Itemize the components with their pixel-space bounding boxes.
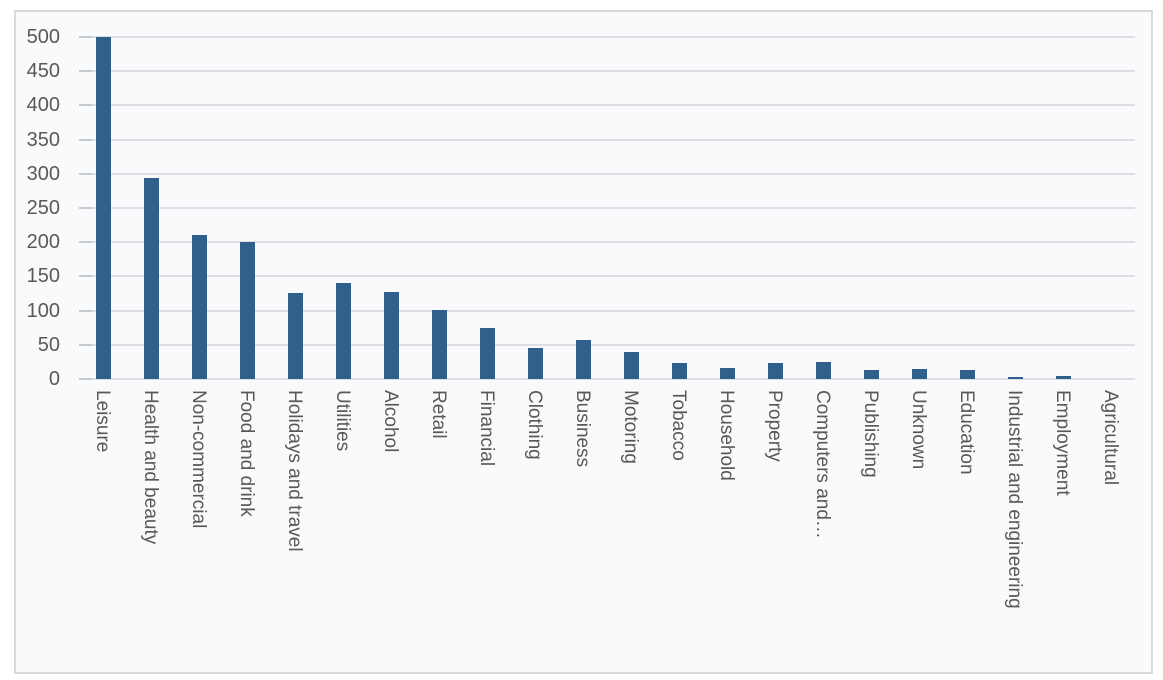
- bar-financial: [479, 328, 495, 379]
- x-axis-category-label: Clothing: [524, 390, 545, 460]
- gridline-250: [79, 207, 1135, 209]
- y-axis-tick: [79, 378, 92, 380]
- y-axis-tick-label: 400: [26, 94, 60, 117]
- gridline-100: [79, 309, 1135, 312]
- x-axis-category-label: Publishing: [860, 390, 881, 478]
- bar-clothing: [527, 348, 543, 379]
- x-axis-category-label: Utilities: [332, 390, 353, 452]
- x-axis-category-label: Motoring: [620, 390, 641, 464]
- bar-food-and-drink: [239, 242, 255, 379]
- chart-frame: 0 50 100 150 200 250 300 350 400 450 500 Leisure Hea…: [14, 10, 1153, 674]
- y-axis-tick-label: 450: [26, 60, 60, 83]
- y-axis-tick: [79, 104, 92, 107]
- x-axis-category-label: Industrial and engineering: [1004, 390, 1025, 609]
- bar-alcohol: [383, 292, 399, 379]
- x-axis-category-label: Unknown: [908, 390, 929, 470]
- y-axis-tick-label: 350: [26, 128, 60, 151]
- x-axis-category-label: Agricultural: [1100, 390, 1121, 486]
- y-axis-tick: [79, 207, 92, 209]
- y-axis-tick-label: 500: [26, 26, 60, 48]
- x-axis-category-label: Computers and…: [812, 390, 833, 539]
- x-axis-category-label: Tobacco: [668, 390, 689, 461]
- x-axis-category-label: Property: [764, 390, 785, 462]
- bar-industrial-and-engineering: [1007, 377, 1023, 379]
- bar-household: [719, 368, 735, 379]
- gridline-350: [79, 138, 1135, 141]
- x-axis-category-label: Education: [956, 390, 977, 475]
- bar-tobacco: [671, 363, 687, 379]
- gridline-50: [79, 343, 1135, 346]
- x-axis-category-label: Food and drink: [236, 390, 257, 517]
- gridline-400: [79, 104, 1135, 107]
- plot-area: 0 50 100 150 200 250 300 350 400 450 500 Leisure Hea…: [16, 12, 1151, 672]
- bar-non-commercial: [191, 235, 207, 379]
- bar-publishing: [863, 370, 879, 379]
- gridline-500: [79, 36, 1135, 38]
- y-axis-tick: [79, 241, 92, 244]
- gridline-450: [79, 70, 1135, 73]
- y-axis-tick-label: 250: [26, 197, 60, 219]
- y-axis-tick-label: 50: [37, 333, 60, 356]
- y-axis-tick-label: 200: [26, 231, 60, 254]
- y-axis-tick: [79, 138, 92, 141]
- bar-unknown: [911, 369, 927, 379]
- bar-property: [767, 363, 783, 379]
- x-axis-category-label: Business: [572, 390, 593, 468]
- x-axis-category-label: Employment: [1052, 390, 1073, 496]
- bar-utilities: [335, 283, 351, 379]
- y-axis-tick-label: 150: [26, 265, 60, 288]
- x-axis-category-label: Retail: [428, 390, 449, 439]
- gridline-200: [79, 241, 1135, 244]
- bar-motoring: [623, 352, 639, 379]
- bar-business: [575, 340, 591, 379]
- x-axis-category-label: Non-commercial: [188, 390, 209, 529]
- bar-leisure: [95, 37, 111, 379]
- gridline-300: [79, 172, 1135, 175]
- y-axis-tick: [79, 70, 92, 73]
- x-axis-category-label: Alcohol: [380, 390, 401, 453]
- x-axis-category-label: Health and beauty: [140, 390, 161, 545]
- gridline-150: [79, 275, 1135, 278]
- x-axis-category-label: Financial: [476, 390, 497, 467]
- y-axis-tick: [79, 309, 92, 312]
- gridline-0: [79, 378, 1135, 380]
- bar-retail: [431, 310, 447, 379]
- y-axis-tick: [79, 343, 92, 346]
- y-axis-tick: [79, 275, 92, 278]
- bar-health-and-beauty: [143, 178, 159, 379]
- y-axis-tick-label: 300: [26, 162, 60, 185]
- y-axis-tick: [79, 172, 92, 175]
- bar-employment: [1055, 376, 1071, 379]
- y-axis-tick: [79, 36, 92, 38]
- bar-computers-and: [815, 362, 831, 379]
- bar-education: [959, 370, 975, 379]
- x-axis-category-label: Leisure: [92, 390, 113, 453]
- y-axis-tick-label: 100: [26, 299, 60, 322]
- x-axis-category-label: Holidays and travel: [284, 390, 305, 552]
- bar-holidays-and-travel: [287, 293, 303, 379]
- y-axis-tick-label: 0: [48, 368, 60, 390]
- x-axis-category-label: Household: [716, 390, 737, 481]
